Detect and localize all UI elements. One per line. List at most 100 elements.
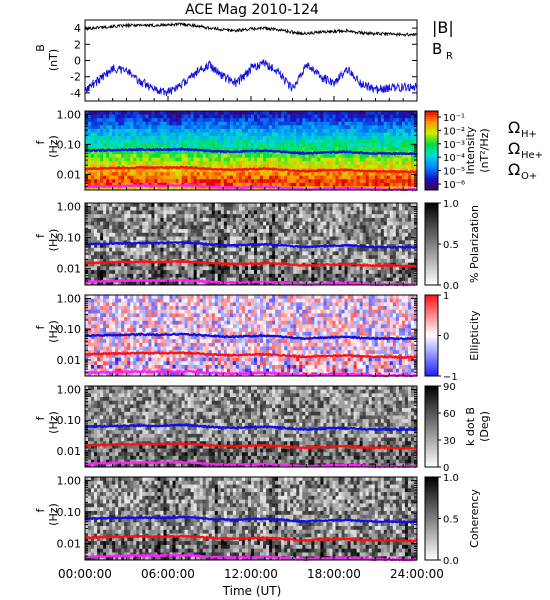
spectrogram-cell: [118, 157, 122, 162]
spectrogram-cell: [365, 214, 370, 219]
spectrogram-cell: [374, 258, 379, 263]
spectrogram-cell: [187, 136, 191, 141]
spectrogram-cell: [175, 186, 179, 191]
spectrogram-cell: [208, 232, 213, 237]
spectrogram-cell: [136, 111, 140, 115]
spectrogram-cell: [109, 229, 113, 234]
spectrogram-cell: [389, 136, 394, 141]
spectrogram-cell: [314, 255, 318, 260]
spectrogram-cell: [214, 164, 219, 169]
spectrogram-cell: [389, 186, 394, 191]
spectrogram-cell: [329, 214, 333, 219]
spectrogram-cell: [190, 143, 194, 148]
spectrogram-cell: [166, 175, 170, 180]
spectrogram-cell: [299, 206, 303, 211]
spectrogram-cell: [380, 182, 385, 187]
spectrogram-cell: [103, 139, 107, 144]
spectrogram-cell: [395, 240, 400, 245]
spectrogram-cell: [350, 236, 354, 241]
spectrogram-cell: [398, 175, 403, 180]
spectrogram-cell: [175, 136, 179, 141]
spectrogram-cell: [190, 217, 194, 222]
spectrogram-cell: [223, 175, 228, 180]
spectrogram-cell: [308, 172, 312, 176]
spectrogram-cell: [223, 114, 228, 119]
spectrogram-cell: [214, 217, 219, 222]
spectrogram-cell: [392, 164, 397, 169]
spectrogram-cell: [172, 221, 176, 226]
spectrogram-cell: [269, 179, 273, 184]
spectrogram-cell: [362, 258, 366, 263]
spectrogram-cell: [275, 232, 279, 237]
spectrogram-cell: [320, 270, 324, 275]
spectrogram-cell: [124, 132, 128, 137]
spectrogram-cell: [139, 210, 143, 215]
spectrogram-cell: [305, 277, 309, 282]
spectrogram-cell: [404, 121, 409, 126]
spectrogram-cell: [157, 125, 161, 130]
spectrogram-cell: [284, 221, 288, 226]
spectrogram-cell: [389, 139, 394, 144]
spectrogram-cell: [136, 182, 140, 187]
spectrogram-cell: [133, 270, 137, 275]
spectrogram-cell: [157, 229, 161, 234]
spectrogram-cell: [139, 186, 143, 191]
spectrogram-cell: [235, 128, 240, 133]
spectrogram-cell: [148, 182, 152, 187]
spectrogram-cell: [410, 121, 415, 126]
spectrogram-cell: [112, 136, 116, 141]
spectrogram-cell: [172, 262, 176, 267]
spectrogram-cell: [88, 161, 92, 166]
spectrogram-cell: [205, 179, 210, 184]
spectrogram-cell: [398, 179, 403, 184]
spectrogram-cell: [395, 175, 400, 180]
spectrogram-cell: [196, 179, 200, 184]
spectrogram-cell: [278, 240, 282, 245]
spectrogram-cell: [151, 270, 155, 275]
spectrogram-cell: [269, 168, 273, 173]
spectrogram-cell: [296, 139, 300, 144]
spectrogram-cell: [284, 118, 288, 123]
spectrogram-cell: [323, 128, 327, 133]
spectrogram-cell: [311, 175, 315, 180]
spectrogram-cell: [338, 236, 342, 241]
spectrogram-cell: [389, 229, 394, 234]
spectrogram-cell: [139, 266, 143, 271]
spectrogram-cell: [241, 125, 246, 130]
spectrogram-cell: [202, 114, 207, 119]
spectrogram-cell: [332, 132, 336, 137]
spectrogram-cell: [398, 203, 403, 208]
spectrogram-cell: [112, 175, 116, 180]
spectrogram-cell: [401, 217, 406, 222]
spectrogram-cell: [127, 175, 131, 180]
spectrogram-cell: [290, 255, 294, 260]
spectrogram-cell: [386, 251, 391, 256]
spectrogram-cell: [196, 136, 200, 141]
spectrogram-cell: [398, 128, 403, 133]
spectrogram-cell: [380, 277, 385, 282]
spectrogram-cell: [251, 255, 255, 260]
spectrogram-cell: [199, 225, 204, 230]
spectrogram-cell: [287, 118, 291, 123]
spectrogram-cell: [94, 270, 98, 275]
spectrogram-cell: [287, 146, 291, 151]
spectrogram-cell: [305, 217, 309, 222]
spectrogram-cell: [85, 182, 89, 187]
spectrogram-cell: [166, 139, 170, 144]
spectrogram-cell: [112, 217, 116, 222]
spectrogram-cell: [217, 221, 222, 226]
spectrogram-cell: [112, 214, 116, 219]
spectrogram-cell: [193, 247, 197, 252]
spectrogram-cell: [196, 146, 200, 151]
spectrogram-cell: [353, 161, 357, 166]
spectrogram-cell: [91, 136, 95, 141]
spectrogram-cell: [356, 179, 360, 184]
spectrogram-cell: [181, 273, 185, 278]
spectrogram-cell: [260, 125, 264, 130]
spectrogram-cell: [154, 210, 158, 215]
spectrogram-cell: [371, 125, 376, 130]
spectrogram-cell: [392, 240, 397, 245]
spectrogram-cell: [404, 164, 409, 169]
spectrogram-cell: [166, 255, 170, 260]
spectrogram-cell: [398, 214, 403, 219]
